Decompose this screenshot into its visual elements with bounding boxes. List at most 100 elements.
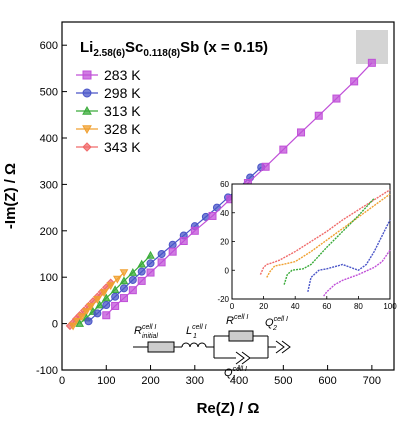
y-tick-label: 300	[40, 179, 58, 191]
x-axis-label: Re(Z) / Ω	[197, 400, 260, 417]
data-point	[146, 268, 155, 277]
data-point	[168, 247, 177, 256]
y-tick-label: 600	[40, 40, 58, 52]
data-point	[110, 285, 120, 294]
inset-x-tick-label: 40	[291, 302, 300, 311]
data-point	[146, 250, 155, 259]
inductor-symbol	[181, 342, 207, 348]
legend-marker	[82, 125, 92, 135]
x-tick-label: 300	[186, 375, 204, 387]
inset-y-tick-label: 60	[220, 180, 229, 189]
legend: 283 K 298 K 313 K 328 K 343 K	[76, 67, 141, 155]
inset-y-tick-label: 20	[220, 238, 229, 247]
data-point	[157, 250, 166, 258]
x-tick-label: 400	[230, 375, 248, 387]
chart-title: Li2.58(6)Sc0.118(8)Sb (x = 0.15)	[80, 39, 268, 59]
inset-x-tick-label: 0	[230, 302, 235, 311]
main-x-ticks: 0 100 200 300 400 500 600 700	[59, 365, 381, 387]
data-point	[137, 276, 146, 285]
inset-x-tick-label: 60	[322, 302, 331, 311]
data-point	[112, 275, 122, 284]
data-point	[208, 211, 217, 220]
inset-series-line	[283, 197, 375, 285]
y-tick-label: -100	[36, 365, 58, 377]
legend-marker	[82, 142, 92, 152]
inset-y-ticks: -20 0 20 40 60	[217, 180, 235, 304]
data-point	[99, 289, 109, 298]
resistor-initial	[147, 341, 175, 353]
data-point	[119, 269, 129, 278]
data-point	[93, 309, 102, 318]
data-point	[179, 237, 188, 246]
data-point	[119, 284, 128, 293]
x-tick-label: 0	[59, 375, 65, 387]
data-point	[332, 94, 341, 103]
inset-x-tick-label: 100	[383, 302, 397, 311]
cpe-q1-symbol	[235, 351, 251, 365]
data-point	[95, 300, 104, 309]
data-point	[261, 162, 270, 171]
x-tick-label: 500	[274, 375, 292, 387]
data-point	[279, 145, 288, 154]
label-r-cell: Rcell I	[226, 314, 248, 327]
legend-marker	[82, 88, 92, 98]
data-point	[111, 301, 120, 310]
data-point	[128, 275, 137, 284]
y-tick-label: 400	[40, 133, 58, 145]
data-point	[168, 240, 177, 249]
data-point	[93, 296, 102, 305]
data-point	[297, 128, 306, 137]
data-point	[68, 322, 78, 331]
cpe-q2-symbol	[275, 340, 291, 354]
inset-plot-series	[259, 189, 391, 297]
inset-y-tick-label: -20	[217, 295, 229, 304]
data-point	[75, 319, 85, 327]
y-tick-label: 0	[52, 319, 58, 331]
resistor-cell	[228, 330, 254, 342]
y-tick-label: 100	[40, 272, 58, 284]
data-point	[157, 258, 166, 267]
legend-label: 283 K	[104, 67, 141, 83]
x-tick-label: 600	[318, 375, 336, 387]
inset-x-tick-label: 20	[259, 302, 268, 311]
y-tick-label: 500	[40, 87, 58, 99]
data-point	[137, 267, 146, 276]
data-point	[119, 294, 128, 303]
x-tick-label: 700	[363, 375, 381, 387]
data-point	[137, 259, 147, 268]
y-axis-label: -Im(Z) / Ω	[2, 163, 19, 229]
data-point	[190, 226, 199, 235]
data-point	[77, 313, 87, 322]
inset-series-line	[266, 193, 391, 278]
legend-label: 298 K	[104, 85, 141, 101]
data-point	[128, 286, 137, 295]
data-point	[86, 303, 96, 311]
y-tick-label: 200	[40, 226, 58, 238]
data-point	[314, 111, 323, 120]
inset-y-tick-label: 0	[225, 266, 230, 275]
data-point	[101, 293, 111, 302]
inset-background	[232, 184, 390, 299]
data-point	[350, 77, 359, 86]
inset-x-tick-label: 80	[354, 302, 363, 311]
corner-patch	[356, 30, 388, 64]
data-point	[146, 259, 155, 268]
x-tick-label: 200	[141, 375, 159, 387]
data-point	[102, 301, 111, 310]
data-point	[81, 308, 91, 317]
inset-series-line	[323, 249, 391, 297]
inset-x-ticks: 0 20 40 60 80 100	[230, 296, 397, 311]
main-y-ticks: -100 0 100 200 300 400 500 600	[36, 40, 67, 377]
main-plot-series	[65, 58, 376, 331]
legend-label: 313 K	[104, 103, 141, 119]
main-plot-frame	[61, 21, 395, 371]
data-point	[106, 282, 116, 291]
legend-marker	[82, 70, 92, 80]
data-point	[84, 317, 93, 326]
legend-label: 343 K	[104, 139, 141, 155]
